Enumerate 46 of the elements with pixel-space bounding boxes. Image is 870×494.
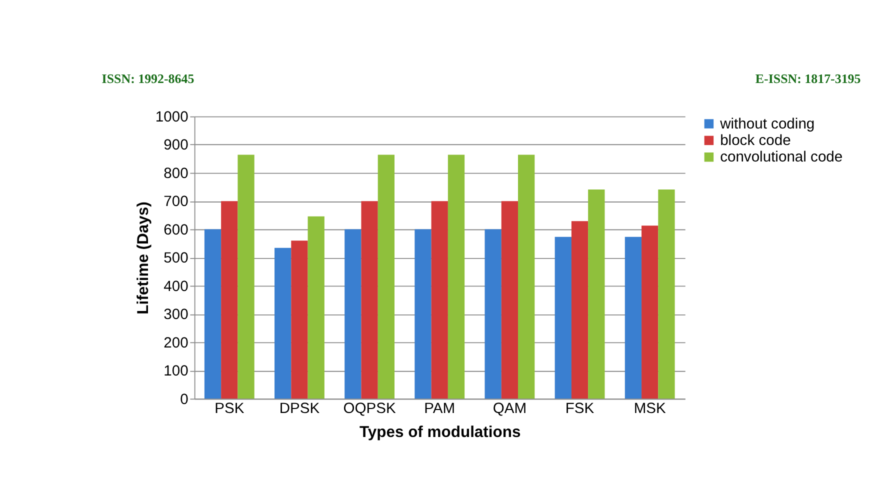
- bar: [414, 229, 432, 399]
- y-tick-label: 0: [180, 392, 188, 408]
- bar: [291, 240, 308, 399]
- legend-label: convolutional code: [720, 150, 843, 166]
- x-tick-label: FSK: [565, 401, 594, 418]
- bar: [554, 236, 572, 399]
- bar: [221, 201, 238, 399]
- bar: [501, 201, 518, 399]
- text: ISSN: 1992-8645: [102, 71, 194, 86]
- x-tick-label: PAM: [424, 401, 456, 418]
- x-tick-label: PSK: [214, 401, 244, 418]
- y-tick-label: 700: [164, 194, 188, 210]
- bar: [518, 154, 535, 399]
- y-tick-label: 600: [164, 222, 188, 238]
- bar: [624, 236, 642, 399]
- y-tick-label: 200: [164, 335, 188, 352]
- bar: [274, 248, 292, 399]
- x-tick-label: DPSK: [279, 401, 320, 418]
- x-tick-label: MSK: [634, 401, 666, 418]
- bar: [588, 189, 605, 399]
- x-axis-title: Types of modulations: [359, 424, 521, 442]
- bar: [238, 154, 254, 399]
- legend-label: block code: [720, 133, 791, 150]
- bar: [448, 154, 465, 399]
- bar: [571, 221, 588, 399]
- legend-label: without coding: [719, 116, 815, 132]
- y-tick-label: 300: [164, 307, 188, 324]
- x-tick-label: QAM: [492, 401, 527, 418]
- bar: [642, 226, 658, 399]
- bar: [361, 201, 378, 399]
- y-tick-label: 100: [164, 364, 188, 380]
- y-tick-label: 800: [164, 166, 188, 182]
- y-tick-label: 1000: [155, 109, 188, 126]
- y-tick-label: 500: [164, 250, 188, 267]
- bar: [308, 216, 324, 399]
- bar: [378, 154, 395, 399]
- y-tick-label: 900: [164, 138, 188, 154]
- bar: [204, 229, 222, 399]
- bar: [658, 189, 675, 399]
- bar: [431, 201, 448, 399]
- text: E-ISSN: 1817-3195: [755, 71, 861, 86]
- x-tick-label: OQPSK: [343, 401, 396, 418]
- bar: [484, 229, 502, 399]
- bar: [344, 229, 362, 399]
- y-axis-title: Lifetime (Days): [135, 202, 152, 314]
- y-tick-label: 400: [164, 278, 188, 295]
